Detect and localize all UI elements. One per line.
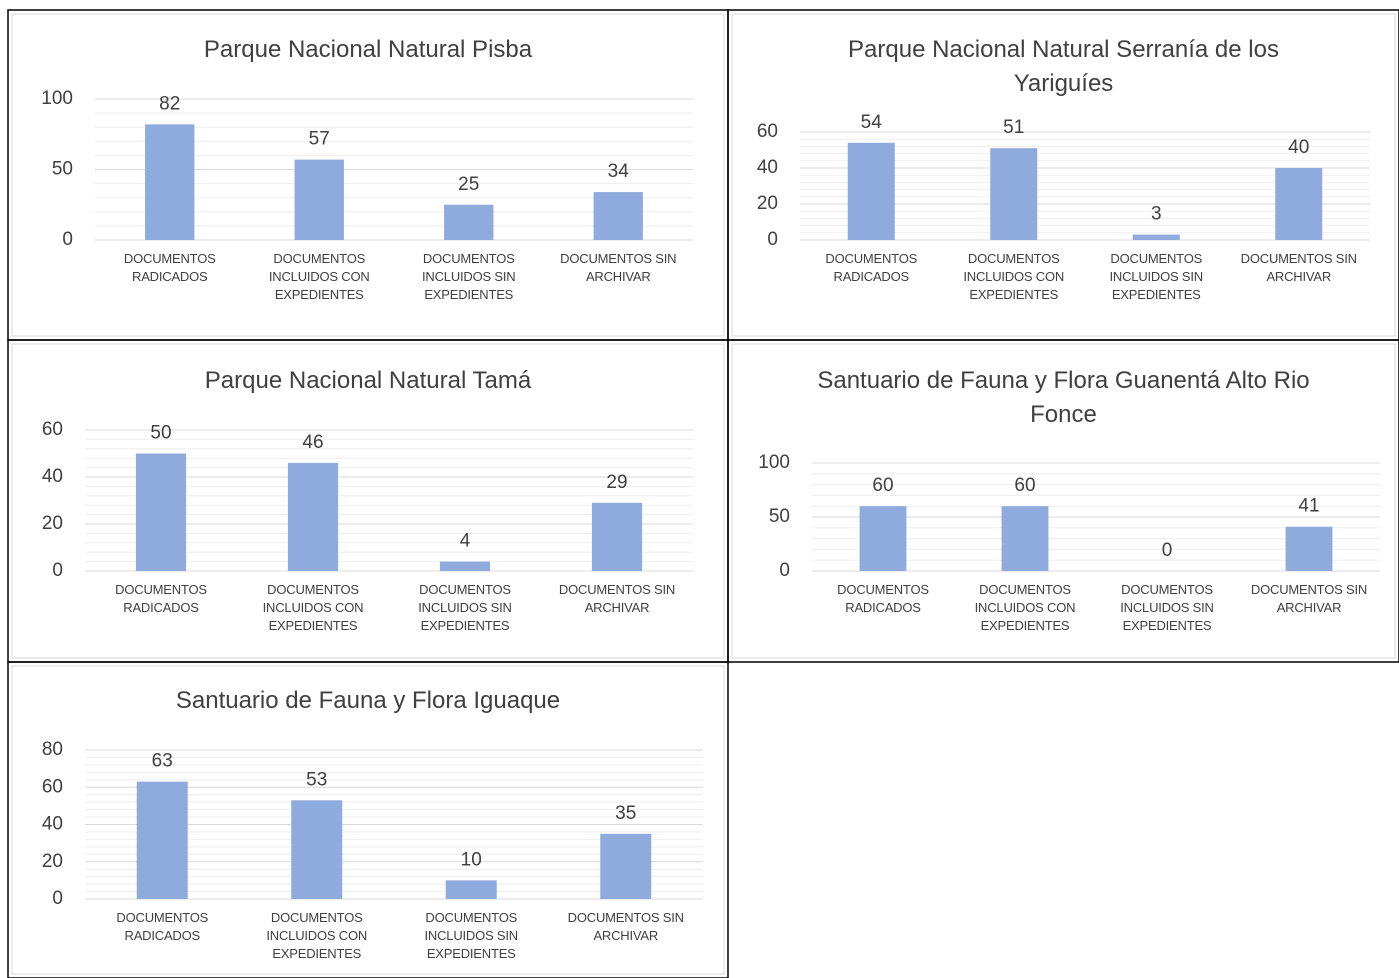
y-tick-label: 0 (767, 229, 778, 250)
y-tick-label: 100 (758, 452, 790, 473)
x-tick-label: DOCUMENTOS SIN ARCHIVAR (567, 910, 684, 943)
bar (1001, 506, 1049, 571)
x-tick-label: DOCUMENTOS RADICADOS (123, 251, 216, 284)
x-tick-label: DOCUMENTOS INCLUIDOS SIN EXPEDIENTES (422, 251, 516, 302)
data-label: 51 (1003, 117, 1024, 138)
x-tick-label: DOCUMENTOS INCLUIDOS SIN EXPEDIENTES (1109, 251, 1204, 302)
bar (593, 192, 643, 240)
y-tick-label: 60 (42, 419, 63, 440)
bar (444, 204, 494, 240)
chart-title: Santuario de Fauna y Flora Iguaque (175, 687, 561, 714)
x-tick-label: DOCUMENTOS RADICADOS (115, 582, 207, 615)
x-tick-label: DOCUMENTOS INCLUIDOS SIN EXPEDIENTES (1120, 582, 1214, 633)
y-tick-label: 60 (757, 121, 778, 142)
y-tick-label: 40 (42, 814, 63, 835)
bar (591, 502, 643, 571)
chart-frame (11, 343, 725, 659)
y-tick-label: 0 (779, 560, 790, 581)
data-label: 60 (872, 475, 893, 496)
bar (1285, 526, 1333, 571)
cell-border (727, 339, 1399, 663)
chart-title: Parque Nacional Natural Tamá (204, 367, 532, 394)
x-tick-label: DOCUMENTOS RADICADOS (837, 582, 929, 615)
chart-title: Parque Nacional Natural Pisba (203, 36, 533, 63)
bar (990, 148, 1038, 240)
bar (600, 833, 652, 899)
y-tick-label: 40 (757, 157, 778, 178)
data-label: 35 (615, 803, 636, 824)
y-tick-label: 20 (757, 193, 778, 214)
data-label: 4 (460, 531, 471, 552)
data-label: 53 (306, 769, 327, 790)
bar (847, 142, 895, 240)
y-tick-label: 80 (42, 739, 63, 760)
y-tick-label: 0 (52, 888, 63, 909)
y-tick-label: 0 (52, 560, 63, 581)
chart-title: Santuario de Fauna y Flora Guanentá Alto… (817, 367, 1310, 428)
x-tick-label: DOCUMENTOS INCLUIDOS CON EXPEDIENTES (266, 910, 368, 961)
data-label: 29 (606, 472, 627, 493)
y-tick-label: 50 (769, 506, 790, 527)
bar (439, 561, 491, 571)
bar (136, 781, 188, 899)
data-label: 50 (150, 423, 171, 444)
data-label: 63 (152, 751, 173, 772)
x-tick-label: DOCUMENTOS INCLUIDOS CON EXPEDIENTES (963, 251, 1065, 302)
y-tick-label: 20 (42, 513, 63, 534)
x-tick-label: DOCUMENTOS SIN ARCHIVAR (560, 251, 677, 284)
x-tick-label: DOCUMENTOS INCLUIDOS CON EXPEDIENTES (268, 251, 370, 302)
data-label: 54 (861, 112, 883, 133)
x-tick-label: DOCUMENTOS INCLUIDOS SIN EXPEDIENTES (424, 910, 519, 961)
x-tick-label: DOCUMENTOS SIN ARCHIVAR (1240, 251, 1357, 284)
y-tick-label: 0 (62, 229, 73, 250)
chart-frame (11, 13, 725, 337)
data-label: 60 (1014, 475, 1035, 496)
x-tick-label: DOCUMENTOS RADICADOS (825, 251, 918, 284)
y-tick-label: 20 (42, 851, 63, 872)
bar (145, 124, 195, 240)
bar (291, 800, 343, 899)
data-label: 10 (461, 849, 482, 870)
bar (1275, 168, 1323, 240)
bar (859, 506, 907, 571)
bar (287, 462, 339, 571)
y-tick-label: 100 (41, 88, 73, 109)
x-tick-label: DOCUMENTOS SIN ARCHIVAR (1250, 582, 1368, 615)
x-tick-label: DOCUMENTOS INCLUIDOS CON EXPEDIENTES (262, 582, 364, 633)
data-label: 82 (159, 93, 180, 114)
data-label: 34 (608, 161, 630, 182)
data-label: 46 (302, 432, 323, 453)
bar (1132, 234, 1180, 240)
y-tick-label: 60 (42, 776, 63, 797)
chart-frame (731, 13, 1396, 337)
bar (294, 159, 344, 240)
x-tick-label: DOCUMENTOS RADICADOS (116, 910, 209, 943)
data-label: 3 (1151, 204, 1162, 225)
y-tick-label: 40 (42, 466, 63, 487)
data-label: 40 (1288, 137, 1309, 158)
x-tick-label: DOCUMENTOS INCLUIDOS CON EXPEDIENTES (974, 582, 1076, 633)
bar (135, 453, 187, 571)
chart-frame (731, 343, 1396, 659)
x-tick-label: DOCUMENTOS SIN ARCHIVAR (558, 582, 676, 615)
chart-title: Parque Nacional Natural Serranía de los … (848, 36, 1279, 97)
data-label: 25 (458, 174, 479, 195)
data-label: 57 (309, 129, 330, 150)
cell-border (7, 661, 729, 978)
x-tick-label: DOCUMENTOS INCLUIDOS SIN EXPEDIENTES (418, 582, 512, 633)
bar (445, 880, 497, 899)
y-tick-label: 50 (52, 159, 73, 180)
data-label: 0 (1162, 540, 1173, 561)
data-label: 41 (1298, 496, 1319, 517)
chart-frame (11, 665, 725, 975)
